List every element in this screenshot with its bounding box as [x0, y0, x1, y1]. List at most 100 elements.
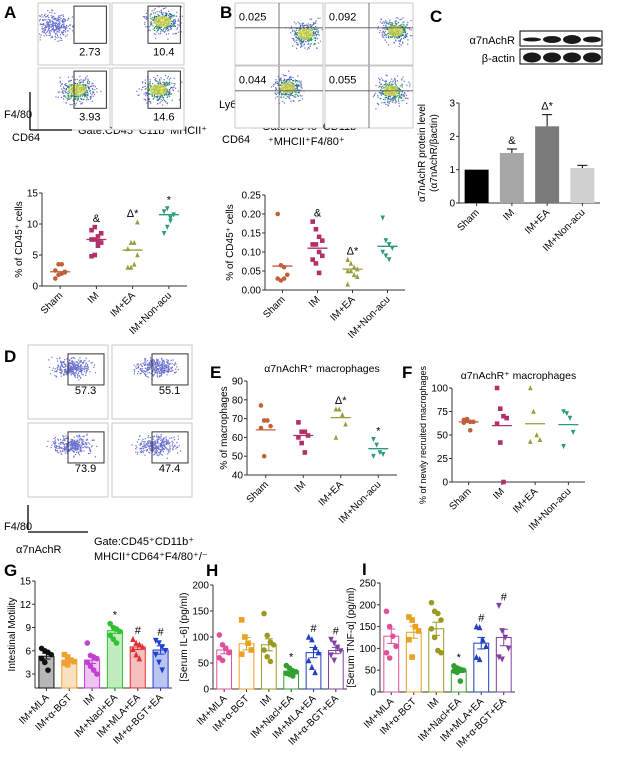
- flow-event-dot: [375, 84, 377, 87]
- flow-event-dot: [300, 24, 302, 26]
- flow-event-dot: [65, 448, 67, 450]
- flow-event-dot: [59, 82, 61, 84]
- flow-event-dot: [135, 451, 137, 453]
- flow-event-dot: [136, 364, 138, 366]
- flow-event-dot: [318, 34, 320, 36]
- flow-event-dot: [144, 92, 147, 94]
- flow-event-dot: [67, 85, 69, 87]
- flow-event-dot: [161, 367, 163, 369]
- flow-event-dot: [89, 450, 92, 453]
- flow-event-dot: [160, 98, 162, 101]
- flow-event-dot: [80, 103, 82, 105]
- flow-event-dot: [405, 94, 408, 96]
- flow-event-dot: [387, 23, 390, 25]
- flow-event-dot: [401, 86, 403, 88]
- flow-event-dot: [86, 92, 88, 94]
- flow-event-dot: [149, 445, 151, 448]
- flow-event-dot: [168, 449, 170, 451]
- flow-event-dot: [76, 100, 78, 102]
- flow-event-dot: [398, 102, 400, 104]
- flow-event-dot: [293, 38, 295, 40]
- flow-event-dot: [276, 80, 278, 83]
- flow-event-dot: [283, 78, 286, 80]
- flow-event-dot: [294, 79, 296, 81]
- flow-event-dot: [55, 450, 57, 452]
- data-point: [333, 434, 339, 440]
- flow-event-dot: [162, 361, 164, 363]
- flow-event-dot: [162, 366, 164, 368]
- flow-event-dot: [68, 366, 70, 369]
- flow-event-dot: [166, 13, 168, 15]
- flow-event-dot: [61, 361, 64, 364]
- flow-event-dot: [396, 75, 399, 77]
- flow-event-dot: [138, 438, 140, 441]
- flow-event-dot: [150, 362, 152, 364]
- flow-event-dot: [173, 82, 175, 85]
- flow-event-dot: [74, 443, 76, 445]
- flow-event-dot: [305, 24, 308, 26]
- flow-event-dot: [296, 83, 298, 85]
- flow-event-dot: [159, 450, 162, 453]
- flow-event-dot: [174, 362, 177, 364]
- flow-event-dot: [403, 80, 405, 82]
- flow-event-dot: [60, 447, 62, 449]
- flow-event-dot: [391, 78, 393, 80]
- flow-event-dot: [280, 81, 283, 83]
- flow-event-dot: [79, 95, 81, 97]
- flow-event-dot: [96, 91, 98, 93]
- flow-event-dot: [69, 365, 71, 367]
- flow-event-dot: [153, 435, 155, 437]
- flow-event-dot: [297, 36, 300, 38]
- flow-event-dot: [55, 26, 57, 28]
- flow-event-dot: [84, 84, 86, 86]
- flow-event-dot: [159, 102, 161, 104]
- data-point: [460, 667, 467, 673]
- flow-event-dot: [399, 19, 401, 21]
- flow-event-dot: [141, 367, 143, 370]
- data-point: [130, 645, 136, 653]
- y-tick-label: 0.00: [242, 286, 262, 297]
- flow-event-dot: [402, 42, 404, 44]
- flow-event-dot: [170, 25, 172, 27]
- flow-event-dot: [299, 41, 301, 43]
- bar: [464, 169, 489, 203]
- flow-event-dot: [180, 6, 183, 8]
- flow-event-dot: [149, 29, 151, 31]
- flow-event-dot: [384, 94, 386, 96]
- flow-event-dot: [402, 17, 404, 19]
- flow-event-dot: [155, 371, 157, 373]
- flow-event-dot: [91, 87, 93, 90]
- x-tick-label: IM: [307, 294, 323, 310]
- data-point: [128, 264, 134, 270]
- flow-event-dot: [387, 36, 390, 38]
- flow-event-dot: [72, 441, 74, 443]
- flow-event-dot: [61, 26, 63, 29]
- flow-event-dot: [40, 34, 42, 36]
- flow-event-dot: [94, 456, 97, 458]
- flow-event-dot: [155, 450, 157, 452]
- flow-event-dot: [409, 85, 411, 87]
- flow-event-dot: [133, 369, 135, 371]
- flow-event-dot: [149, 15, 151, 17]
- flow-event-dot: [311, 24, 313, 26]
- flow-event-dot: [79, 439, 81, 441]
- flow-event-dot: [295, 27, 297, 29]
- flow-event-dot: [299, 95, 302, 97]
- flow-event-dot: [150, 364, 152, 366]
- flow-event-dot: [379, 98, 381, 100]
- flow-plot: 57.3: [27, 344, 109, 420]
- chart-title: α7nAchR⁺ macrophages: [264, 363, 380, 375]
- flow-event-dot: [398, 87, 400, 89]
- flow-event-dot: [149, 364, 151, 366]
- flow-event-dot: [69, 441, 71, 444]
- data-point: [258, 403, 264, 408]
- flow-event-dot: [140, 369, 142, 371]
- flow-event-dot: [76, 366, 78, 369]
- flow-event-dot: [63, 87, 65, 90]
- flow-event-dot: [65, 451, 67, 453]
- flow-event-dot: [140, 370, 143, 372]
- flow-event-dot: [401, 93, 403, 95]
- flow-event-dot: [140, 372, 142, 374]
- flow-event-dot: [313, 28, 315, 30]
